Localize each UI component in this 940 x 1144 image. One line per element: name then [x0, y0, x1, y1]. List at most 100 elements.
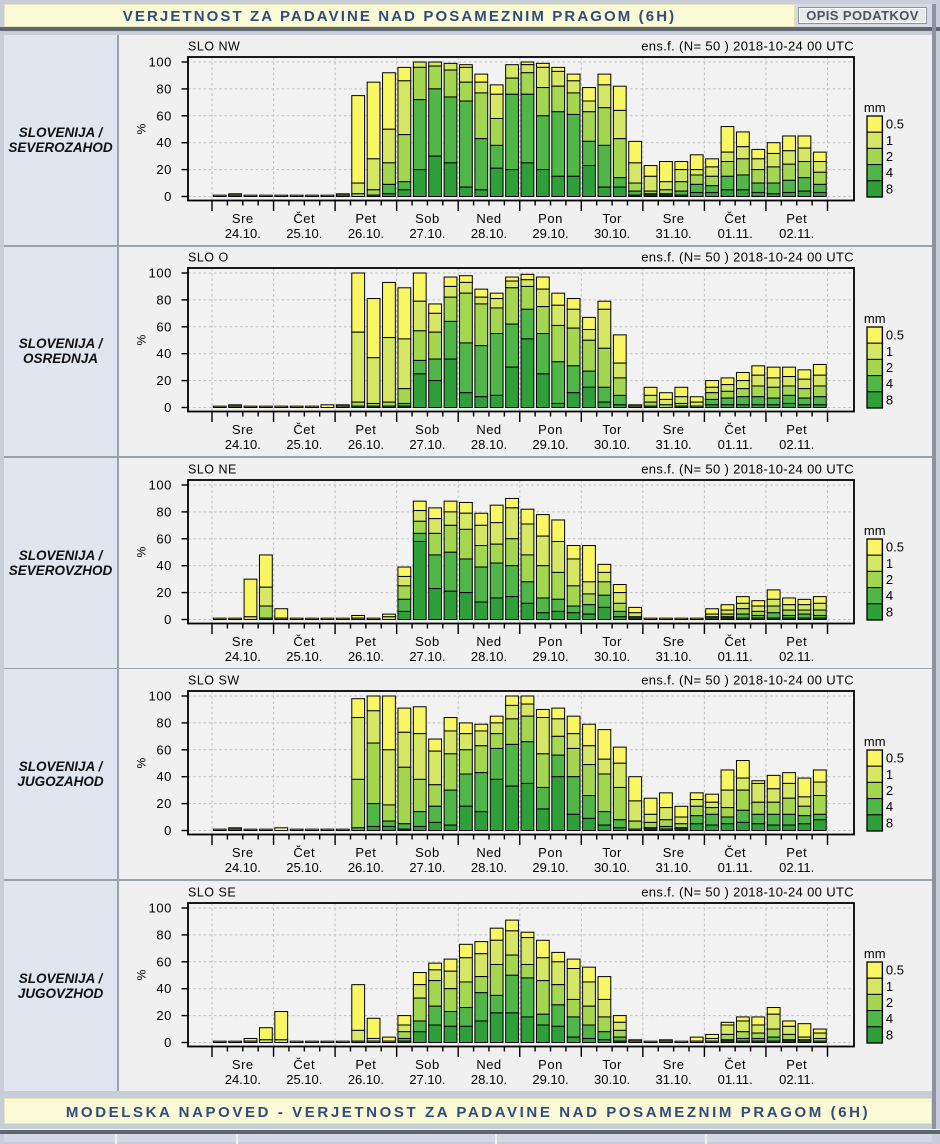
- svg-text:20: 20: [156, 796, 172, 811]
- svg-text:40: 40: [156, 135, 172, 150]
- svg-text:2: 2: [886, 360, 893, 375]
- svg-text:Sob: Sob: [415, 845, 440, 860]
- svg-text:Čet: Čet: [293, 422, 315, 437]
- svg-text:29.10.: 29.10.: [532, 649, 568, 664]
- svg-text:27.10.: 27.10.: [409, 1072, 445, 1087]
- svg-text:Sob: Sob: [415, 634, 440, 649]
- svg-text:SLO O: SLO O: [188, 251, 229, 265]
- svg-text:4: 4: [886, 377, 893, 392]
- svg-text:1: 1: [886, 556, 893, 571]
- svg-text:29.10.: 29.10.: [532, 1072, 568, 1087]
- svg-text:31.10.: 31.10.: [656, 860, 692, 875]
- svg-text:01.11.: 01.11.: [718, 860, 753, 875]
- svg-text:Sre: Sre: [232, 211, 254, 226]
- svg-text:28.10.: 28.10.: [471, 860, 507, 875]
- svg-text:0: 0: [164, 1035, 172, 1050]
- svg-text:Čet: Čet: [724, 422, 746, 437]
- svg-text:27.10.: 27.10.: [409, 649, 445, 664]
- svg-text:0.5: 0.5: [886, 117, 904, 132]
- svg-text:30.10.: 30.10.: [594, 437, 630, 452]
- svg-text:ens.f. (N= 50 ) 2018-10-24 00: ens.f. (N= 50 ) 2018-10-24 00 UTC: [641, 250, 854, 265]
- svg-text:80: 80: [156, 927, 172, 942]
- svg-text:24.10.: 24.10.: [225, 860, 261, 875]
- svg-text:Čet: Čet: [724, 211, 746, 226]
- svg-text:24.10.: 24.10.: [225, 437, 261, 452]
- svg-text:Sre: Sre: [663, 634, 685, 649]
- svg-text:0: 0: [164, 400, 172, 415]
- svg-text:Ned: Ned: [476, 211, 501, 226]
- svg-text:29.10.: 29.10.: [532, 860, 568, 875]
- svg-text:27.10.: 27.10.: [409, 437, 445, 452]
- svg-text:20: 20: [156, 1008, 172, 1023]
- svg-text:31.10.: 31.10.: [656, 1072, 692, 1087]
- svg-text:Čet: Čet: [724, 845, 746, 860]
- svg-text:SLO NE: SLO NE: [188, 462, 237, 476]
- svg-text:100: 100: [149, 55, 173, 70]
- svg-text:Pet: Pet: [355, 422, 376, 437]
- svg-text:Tor: Tor: [602, 634, 622, 649]
- svg-text:25.10.: 25.10.: [286, 1072, 322, 1087]
- svg-text:40: 40: [156, 981, 172, 996]
- svg-text:Čet: Čet: [293, 211, 315, 226]
- svg-text:25.10.: 25.10.: [286, 649, 322, 664]
- svg-text:4: 4: [886, 1011, 893, 1026]
- svg-text:100: 100: [149, 266, 173, 281]
- svg-text:SLO SE: SLO SE: [188, 885, 236, 899]
- svg-text:Pon: Pon: [538, 1057, 563, 1072]
- svg-text:%: %: [135, 546, 149, 557]
- svg-text:1: 1: [886, 133, 893, 148]
- svg-text:mm: mm: [864, 946, 886, 961]
- svg-text:Pet: Pet: [786, 422, 807, 437]
- svg-text:SLO SW: SLO SW: [188, 674, 240, 688]
- svg-text:1: 1: [886, 344, 893, 359]
- svg-text:Sre: Sre: [232, 422, 254, 437]
- svg-text:Tor: Tor: [602, 845, 622, 860]
- svg-text:25.10.: 25.10.: [286, 860, 322, 875]
- svg-text:Pet: Pet: [786, 845, 807, 860]
- svg-text:%: %: [135, 123, 149, 134]
- svg-text:02.11.: 02.11.: [779, 437, 814, 452]
- svg-text:29.10.: 29.10.: [532, 226, 568, 241]
- svg-text:Čet: Čet: [724, 634, 746, 649]
- svg-text:0.5: 0.5: [886, 328, 904, 343]
- svg-text:40: 40: [156, 347, 172, 362]
- svg-text:8: 8: [886, 1027, 893, 1042]
- svg-text:28.10.: 28.10.: [471, 437, 507, 452]
- svg-text:0: 0: [164, 189, 172, 204]
- svg-text:Tor: Tor: [602, 422, 622, 437]
- svg-text:60: 60: [156, 742, 172, 757]
- svg-text:60: 60: [156, 320, 172, 335]
- svg-text:ens.f. (N= 50 ) 2018-10-24 00: ens.f. (N= 50 ) 2018-10-24 00 UTC: [641, 461, 854, 476]
- svg-text:Tor: Tor: [602, 1057, 622, 1072]
- svg-text:100: 100: [149, 477, 173, 492]
- svg-text:28.10.: 28.10.: [471, 1072, 507, 1087]
- svg-text:31.10.: 31.10.: [656, 437, 692, 452]
- svg-text:Ned: Ned: [476, 1057, 501, 1072]
- svg-text:01.11.: 01.11.: [718, 437, 753, 452]
- svg-text:Ned: Ned: [476, 634, 501, 649]
- svg-text:ens.f. (N= 50 ) 2018-10-24 00: ens.f. (N= 50 ) 2018-10-24 00 UTC: [641, 884, 854, 899]
- svg-text:Pon: Pon: [538, 845, 563, 860]
- svg-text:Pet: Pet: [355, 634, 376, 649]
- svg-text:2: 2: [886, 995, 893, 1010]
- svg-text:100: 100: [149, 900, 173, 915]
- svg-text:02.11.: 02.11.: [779, 860, 814, 875]
- svg-text:ens.f. (N= 50 ) 2018-10-24 00: ens.f. (N= 50 ) 2018-10-24 00 UTC: [641, 673, 854, 688]
- svg-text:SLO NW: SLO NW: [188, 40, 240, 54]
- svg-text:Sre: Sre: [663, 422, 685, 437]
- svg-text:Ned: Ned: [476, 422, 501, 437]
- svg-text:80: 80: [156, 293, 172, 308]
- svg-text:26.10.: 26.10.: [348, 1072, 384, 1087]
- svg-text:100: 100: [149, 689, 173, 704]
- svg-text:ens.f. (N= 50 ) 2018-10-24 00: ens.f. (N= 50 ) 2018-10-24 00 UTC: [641, 39, 854, 54]
- svg-text:Pon: Pon: [538, 634, 563, 649]
- svg-text:26.10.: 26.10.: [348, 226, 384, 241]
- svg-text:25.10.: 25.10.: [286, 226, 322, 241]
- svg-text:Tor: Tor: [602, 211, 622, 226]
- svg-text:80: 80: [156, 504, 172, 519]
- svg-text:8: 8: [886, 604, 893, 619]
- svg-text:Sre: Sre: [232, 634, 254, 649]
- svg-text:60: 60: [156, 954, 172, 969]
- svg-text:01.11.: 01.11.: [718, 1072, 753, 1087]
- svg-text:%: %: [135, 335, 149, 346]
